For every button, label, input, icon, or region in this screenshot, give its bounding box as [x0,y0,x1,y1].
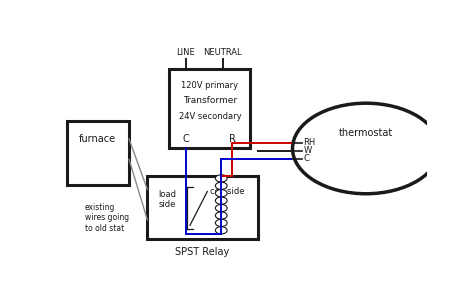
Circle shape [292,103,439,194]
Circle shape [215,175,227,182]
Text: SPST Relay: SPST Relay [175,247,229,257]
Circle shape [215,227,227,234]
Text: C: C [303,154,310,163]
Text: 24V secondary: 24V secondary [179,112,241,121]
Text: R: R [229,134,236,144]
Text: coil side: coil side [210,187,244,196]
Text: load
side: load side [158,190,176,209]
Bar [169,69,250,148]
Text: LINE: LINE [177,48,195,57]
Bar [147,176,258,239]
Bar [66,121,129,185]
Circle shape [215,182,227,189]
Text: RH: RH [303,138,316,147]
Text: existing
wires going
to old stat: existing wires going to old stat [85,203,129,233]
Text: furnace: furnace [79,134,117,144]
Text: C: C [182,134,189,144]
Text: thermostat: thermostat [339,128,393,138]
Text: Transformer: Transformer [183,96,237,106]
Text: NEUTRAL: NEUTRAL [203,48,242,57]
Circle shape [215,197,227,204]
Circle shape [215,219,227,226]
Circle shape [215,190,227,197]
Text: 120V primary: 120V primary [181,81,238,90]
Text: W: W [303,146,312,155]
Circle shape [215,212,227,219]
Circle shape [215,204,227,212]
